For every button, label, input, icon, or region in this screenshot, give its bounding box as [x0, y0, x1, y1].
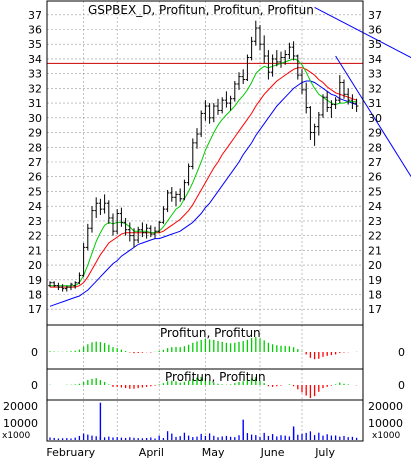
- oscillator-panel-2: [49, 376, 358, 398]
- trendline: [314, 6, 411, 59]
- panel-frames: [46, 0, 364, 442]
- oscillator-2-title: Profitun, Profitun: [165, 370, 266, 384]
- y-tick-label-left: 17: [28, 303, 42, 316]
- price-chart-title: GSPBEX_D, Profitun, Profitun, Profitun: [88, 3, 314, 17]
- volume-panel: [49, 402, 358, 440]
- y-tick-label-left: 20: [28, 259, 42, 272]
- y-tick-label-right: 24: [368, 200, 382, 213]
- y-tick-label-left: 26: [28, 171, 42, 184]
- y-tick-label-right: 29: [368, 127, 382, 140]
- osc-zero-label-left: 0: [31, 346, 38, 359]
- y-tick-label-right: 30: [368, 112, 382, 125]
- x-tick-label: February: [46, 446, 95, 459]
- y-tick-label-left: 19: [28, 274, 42, 287]
- y-tick-label-right: 25: [368, 185, 382, 198]
- y-tick-label-right: 27: [368, 156, 382, 169]
- volume-tick-label-left: 20000: [3, 400, 38, 413]
- y-tick-label-left: 30: [28, 112, 42, 125]
- y-tick-label-right: 36: [368, 24, 382, 37]
- y-tick-label-left: 31: [28, 97, 42, 110]
- y-tick-label-right: 22: [368, 230, 382, 243]
- x-tick-label: July: [314, 446, 335, 459]
- osc-zero-label-right: 0: [398, 346, 405, 359]
- y-tick-label-left: 22: [28, 230, 42, 243]
- y-tick-label-right: 18: [368, 289, 382, 302]
- y-tick-label-right: 26: [368, 171, 382, 184]
- volume-tick-label-right: 10000: [368, 417, 403, 430]
- trendline: [335, 55, 411, 177]
- y-tick-label-left: 18: [28, 289, 42, 302]
- ma-mid-line: [50, 67, 357, 288]
- y-tick-label-right: 32: [368, 82, 382, 95]
- y-tick-label-right: 37: [368, 9, 382, 22]
- y-tick-label-left: 21: [28, 244, 42, 257]
- y-tick-label-right: 19: [368, 274, 382, 287]
- y-tick-label-right: 23: [368, 215, 382, 228]
- y-tick-label-left: 36: [28, 24, 42, 37]
- y-tick-label-left: 25: [28, 185, 42, 198]
- y-tick-label-left: 33: [28, 68, 42, 81]
- y-tick-label-left: 29: [28, 127, 42, 140]
- y-tick-label-right: 33: [368, 68, 382, 81]
- volume-tick-label-right: 20000: [368, 400, 403, 413]
- y-tick-label-left: 34: [28, 53, 42, 66]
- y-tick-label-right: 20: [368, 259, 382, 272]
- y-tick-label-left: 23: [28, 215, 42, 228]
- y-tick-label-left: 27: [28, 156, 42, 169]
- oscillator-1-title: Profitun, Profitun: [160, 326, 261, 340]
- x-tick-label: June: [260, 446, 285, 459]
- y-tick-label-left: 24: [28, 200, 42, 213]
- osc-zero-label-left: 0: [31, 379, 38, 392]
- x-tick-label: May: [202, 446, 225, 459]
- y-tick-label-right: 21: [368, 244, 382, 257]
- y-tick-label-left: 32: [28, 82, 42, 95]
- osc-zero-label-right: 0: [398, 379, 405, 392]
- ma-slow-line: [49, 80, 357, 307]
- y-tick-label-left: 37: [28, 9, 42, 22]
- ma-fast-line: [50, 58, 357, 287]
- y-tick-label-right: 35: [368, 38, 382, 51]
- y-tick-label-left: 28: [28, 141, 42, 154]
- x-tick-label: April: [139, 446, 164, 459]
- y-tick-label-right: 31: [368, 97, 382, 110]
- price-panel: [47, 6, 411, 307]
- volume-unit-label-right: x1000: [372, 431, 401, 441]
- y-tick-label-right: 34: [368, 53, 382, 66]
- y-tick-label-right: 28: [368, 141, 382, 154]
- y-tick-label-right: 17: [368, 303, 382, 316]
- volume-unit-label-left: x1000: [2, 431, 31, 441]
- y-tick-label-left: 35: [28, 38, 42, 51]
- volume-tick-label-left: 10000: [3, 417, 38, 430]
- oscillator-panel-1: [49, 337, 358, 360]
